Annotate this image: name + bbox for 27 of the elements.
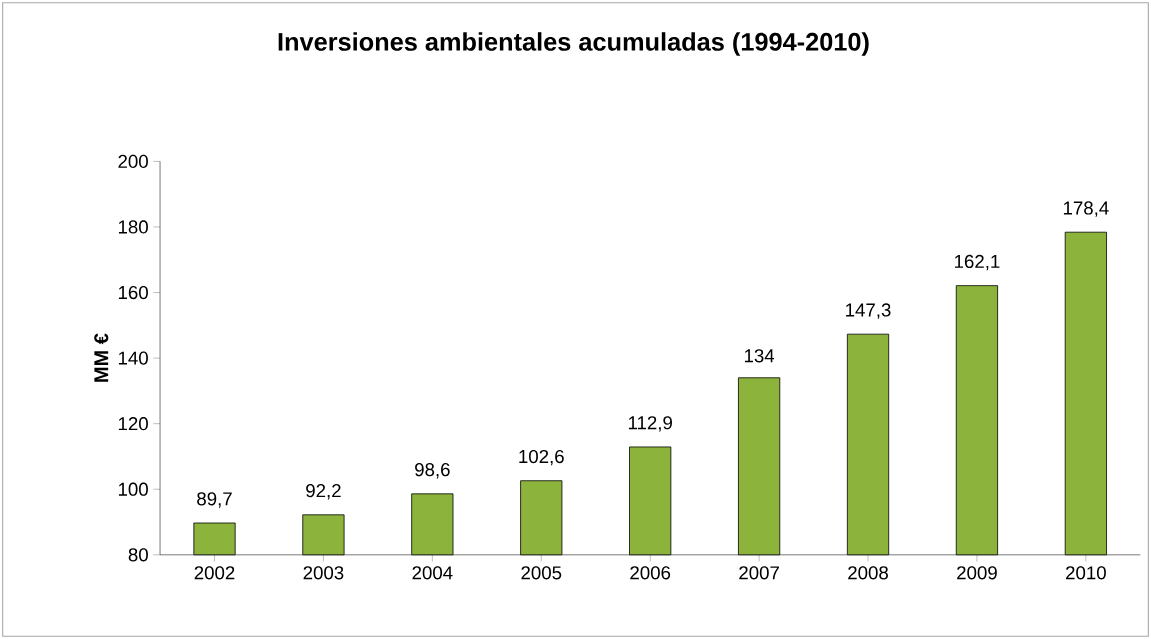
data-label: 147,3 xyxy=(846,303,891,319)
data-label: 134 xyxy=(744,349,775,363)
y-tick-label: 120 xyxy=(118,417,148,431)
chart-title: Inversiones ambientales acumuladas (1994-2010) xyxy=(278,32,869,56)
data-label: 102,6 xyxy=(519,449,564,466)
y-tick-label: 160 xyxy=(118,285,148,300)
x-tick-label: 2006 xyxy=(630,566,671,580)
x-tick-label: 2005 xyxy=(521,566,562,580)
x-tick-label: 2007 xyxy=(739,566,779,580)
x-tick-label: 2003 xyxy=(303,566,344,580)
data-label: 162,1 xyxy=(955,254,1000,271)
x-tick-label: 2004 xyxy=(412,566,453,580)
x-tick-label: 2009 xyxy=(957,566,997,580)
y-axis-title: MM € xyxy=(94,333,109,382)
data-label: 89,7 xyxy=(197,492,232,508)
y-tick-label: 200 xyxy=(118,154,148,169)
data-label: 178,4 xyxy=(1063,201,1109,217)
x-tick-label: 2002 xyxy=(194,566,235,580)
y-tick-label: 180 xyxy=(118,220,148,234)
data-label: 98,6 xyxy=(415,463,450,479)
y-tick-label: 80 xyxy=(128,548,148,562)
data-label: 112,9 xyxy=(628,416,672,432)
data-label: 92,2 xyxy=(306,484,341,500)
y-tick-label: 100 xyxy=(118,482,148,496)
x-tick-label: 2010 xyxy=(1066,566,1106,580)
x-tick-label: 2008 xyxy=(848,566,888,580)
y-tick-label: 140 xyxy=(118,351,148,365)
